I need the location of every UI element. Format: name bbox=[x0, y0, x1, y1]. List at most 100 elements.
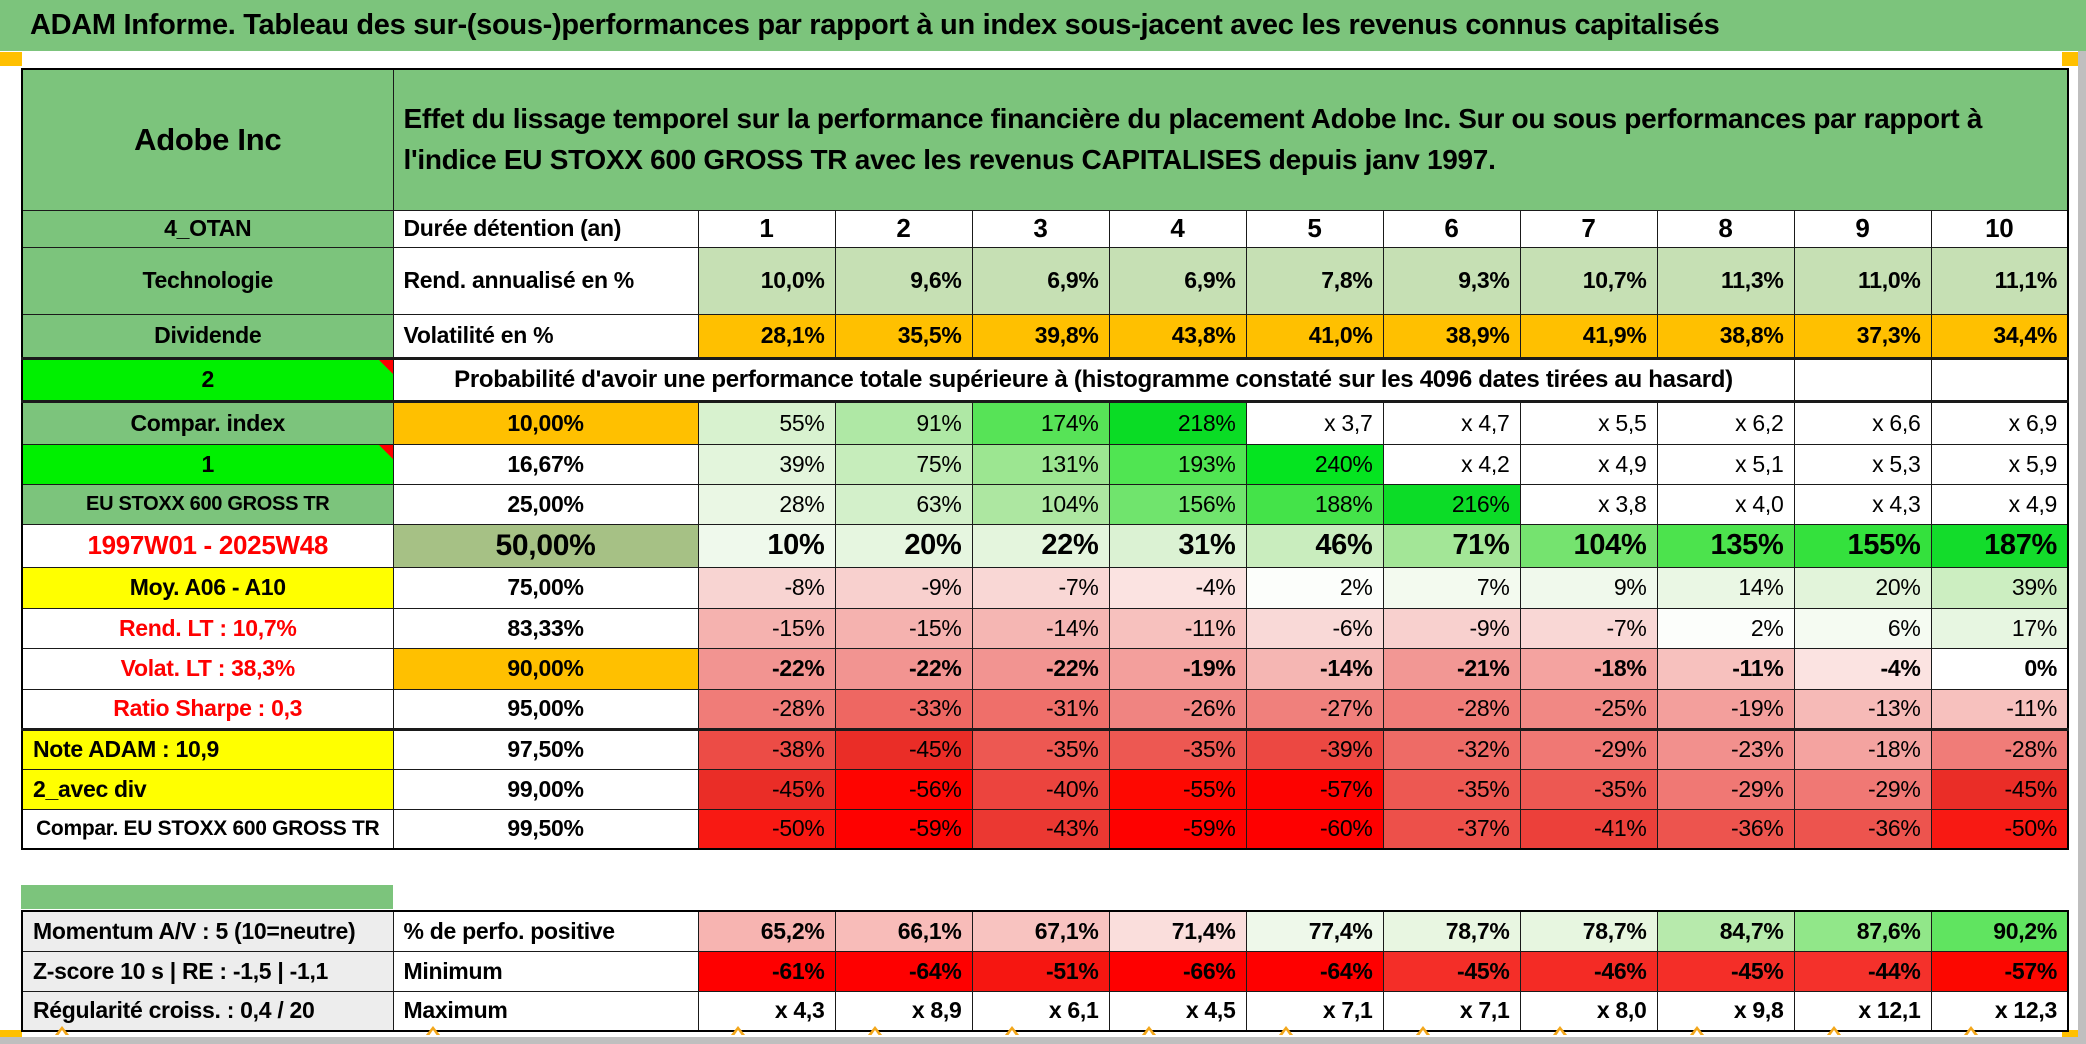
cell-p95-2[interactable]: -33% bbox=[834, 688, 973, 730]
cell-p90-8[interactable]: -11% bbox=[1656, 647, 1795, 690]
cell-p99-4[interactable]: -55% bbox=[1108, 768, 1247, 810]
cell-perfo-5[interactable]: 77,4% bbox=[1245, 910, 1384, 952]
cell-maximum-9[interactable]: x 12,1 bbox=[1793, 990, 1932, 1032]
cell-maximum-7[interactable]: x 8,0 bbox=[1519, 990, 1658, 1032]
cell-p75-10[interactable]: 39% bbox=[1930, 566, 2069, 609]
cell-p995-4[interactable]: -59% bbox=[1108, 808, 1247, 850]
cell-perfo-6[interactable]: 78,7% bbox=[1382, 910, 1521, 952]
cell-p10-4[interactable]: 218% bbox=[1108, 399, 1247, 445]
cell-p16-5[interactable]: 240% bbox=[1245, 443, 1384, 485]
cell-minimum-3[interactable]: -51% bbox=[971, 950, 1110, 992]
row-header-p99[interactable]: 99,00% bbox=[392, 768, 699, 810]
cell-volatilite-7[interactable]: 41,9% bbox=[1519, 313, 1658, 359]
cell-p25-5[interactable]: 188% bbox=[1245, 483, 1384, 525]
cell-p90-1[interactable]: -22% bbox=[697, 647, 836, 690]
cell-volatilite-3[interactable]: 39,8% bbox=[971, 313, 1110, 359]
cell-p25-9[interactable]: x 4,3 bbox=[1793, 483, 1932, 525]
cell-p83-5[interactable]: -6% bbox=[1245, 607, 1384, 649]
cell-rendement-5[interactable]: 7,8% bbox=[1245, 246, 1384, 315]
cell-p975-7[interactable]: -29% bbox=[1519, 727, 1658, 770]
cell-p95-1[interactable]: -28% bbox=[697, 688, 836, 730]
cell-p83-9[interactable]: 6% bbox=[1793, 607, 1932, 649]
cell-minimum-1[interactable]: -61% bbox=[697, 950, 836, 992]
cell-p90-5[interactable]: -14% bbox=[1245, 647, 1384, 690]
cell-duree-7[interactable]: 7 bbox=[1519, 209, 1658, 248]
cell-p25-6[interactable]: 216% bbox=[1382, 483, 1521, 525]
cell-p99-9[interactable]: -29% bbox=[1793, 768, 1932, 810]
cell-duree-9[interactable]: 9 bbox=[1793, 209, 1932, 248]
cell-p16-9[interactable]: x 5,3 bbox=[1793, 443, 1932, 485]
row-header-volatilite[interactable]: Volatilité en % bbox=[392, 313, 699, 359]
cell-p75-3[interactable]: -7% bbox=[971, 566, 1110, 609]
cell-perfo-2[interactable]: 66,1% bbox=[834, 910, 973, 952]
cell-minimum-4[interactable]: -66% bbox=[1108, 950, 1247, 992]
cell-rendement-10[interactable]: 11,1% bbox=[1930, 246, 2069, 315]
cell-perfo-8[interactable]: 84,7% bbox=[1656, 910, 1795, 952]
row-label-rendement[interactable]: Technologie bbox=[21, 246, 394, 315]
cell-p10-8[interactable]: x 6,2 bbox=[1656, 399, 1795, 445]
cell-rendement-3[interactable]: 6,9% bbox=[971, 246, 1110, 315]
row-header-p995[interactable]: 99,50% bbox=[392, 808, 699, 850]
row-label-minimum[interactable]: Z-score 10 s | RE : -1,5 | -1,1 bbox=[21, 950, 394, 992]
row-header-p975[interactable]: 97,50% bbox=[392, 727, 699, 770]
cell-duree-6[interactable]: 6 bbox=[1382, 209, 1521, 248]
row-label-p83[interactable]: Rend. LT : 10,7% bbox=[21, 607, 394, 649]
cell-p50-7[interactable]: 104% bbox=[1519, 523, 1658, 568]
cell-maximum-5[interactable]: x 7,1 bbox=[1245, 990, 1384, 1032]
cell-p10-2[interactable]: 91% bbox=[834, 399, 973, 445]
cell-p50-1[interactable]: 10% bbox=[697, 523, 836, 568]
cell-perfo-7[interactable]: 78,7% bbox=[1519, 910, 1658, 952]
cell-p75-4[interactable]: -4% bbox=[1108, 566, 1247, 609]
cell-minimum-10[interactable]: -57% bbox=[1930, 950, 2069, 992]
cell-rendement-9[interactable]: 11,0% bbox=[1793, 246, 1932, 315]
cell-minimum-5[interactable]: -64% bbox=[1245, 950, 1384, 992]
cell-p10-9[interactable]: x 6,6 bbox=[1793, 399, 1932, 445]
cell-p83-7[interactable]: -7% bbox=[1519, 607, 1658, 649]
cell-p16-1[interactable]: 39% bbox=[697, 443, 836, 485]
row-label-proba[interactable]: 2 bbox=[21, 356, 394, 402]
cell-p10-7[interactable]: x 5,5 bbox=[1519, 399, 1658, 445]
cell-rendement-2[interactable]: 9,6% bbox=[834, 246, 973, 315]
cell-p83-1[interactable]: -15% bbox=[697, 607, 836, 649]
row-header-p50[interactable]: 50,00% bbox=[392, 523, 699, 568]
cell-p25-1[interactable]: 28% bbox=[697, 483, 836, 525]
row-label-perfo[interactable]: Momentum A/V : 5 (10=neutre) bbox=[21, 910, 394, 952]
cell-p95-3[interactable]: -31% bbox=[971, 688, 1110, 730]
cell-p975-8[interactable]: -23% bbox=[1656, 727, 1795, 770]
cell-p83-4[interactable]: -11% bbox=[1108, 607, 1247, 649]
cell-p975-9[interactable]: -18% bbox=[1793, 727, 1932, 770]
row-label-head[interactable]: Adobe Inc bbox=[21, 68, 394, 211]
row-header-minimum[interactable]: Minimum bbox=[392, 950, 699, 992]
cell-rendement-4[interactable]: 6,9% bbox=[1108, 246, 1247, 315]
row-label-p50[interactable]: 1997W01 - 2025W48 bbox=[21, 523, 394, 568]
cell-p99-3[interactable]: -40% bbox=[971, 768, 1110, 810]
cell-perfo-3[interactable]: 67,1% bbox=[971, 910, 1110, 952]
cell-minimum-6[interactable]: -45% bbox=[1382, 950, 1521, 992]
cell-p99-6[interactable]: -35% bbox=[1382, 768, 1521, 810]
cell-p99-5[interactable]: -57% bbox=[1245, 768, 1384, 810]
cell-p16-2[interactable]: 75% bbox=[834, 443, 973, 485]
cell-p75-7[interactable]: 9% bbox=[1519, 566, 1658, 609]
cell-p83-10[interactable]: 17% bbox=[1930, 607, 2069, 649]
cell-p995-9[interactable]: -36% bbox=[1793, 808, 1932, 850]
cell-p50-10[interactable]: 187% bbox=[1930, 523, 2069, 568]
cell-p75-1[interactable]: -8% bbox=[697, 566, 836, 609]
cell-volatilite-10[interactable]: 34,4% bbox=[1930, 313, 2069, 359]
cell-p995-8[interactable]: -36% bbox=[1656, 808, 1795, 850]
cell-p25-2[interactable]: 63% bbox=[834, 483, 973, 525]
cell-p25-3[interactable]: 104% bbox=[971, 483, 1110, 525]
cell-p99-2[interactable]: -56% bbox=[834, 768, 973, 810]
cell-p975-5[interactable]: -39% bbox=[1245, 727, 1384, 770]
row-label-p90[interactable]: Volat. LT : 38,3% bbox=[21, 647, 394, 690]
cell-p95-5[interactable]: -27% bbox=[1245, 688, 1384, 730]
cell-p99-7[interactable]: -35% bbox=[1519, 768, 1658, 810]
cell-p975-4[interactable]: -35% bbox=[1108, 727, 1247, 770]
cell-p16-7[interactable]: x 4,9 bbox=[1519, 443, 1658, 485]
row-label-duree[interactable]: 4_OTAN bbox=[21, 209, 394, 248]
row-label-p10[interactable]: Compar. index bbox=[21, 399, 394, 445]
cell-minimum-9[interactable]: -44% bbox=[1793, 950, 1932, 992]
row-header-maximum[interactable]: Maximum bbox=[392, 990, 699, 1032]
cell-perfo-10[interactable]: 90,2% bbox=[1930, 910, 2069, 952]
cell-p83-2[interactable]: -15% bbox=[834, 607, 973, 649]
cell-p995-5[interactable]: -60% bbox=[1245, 808, 1384, 850]
